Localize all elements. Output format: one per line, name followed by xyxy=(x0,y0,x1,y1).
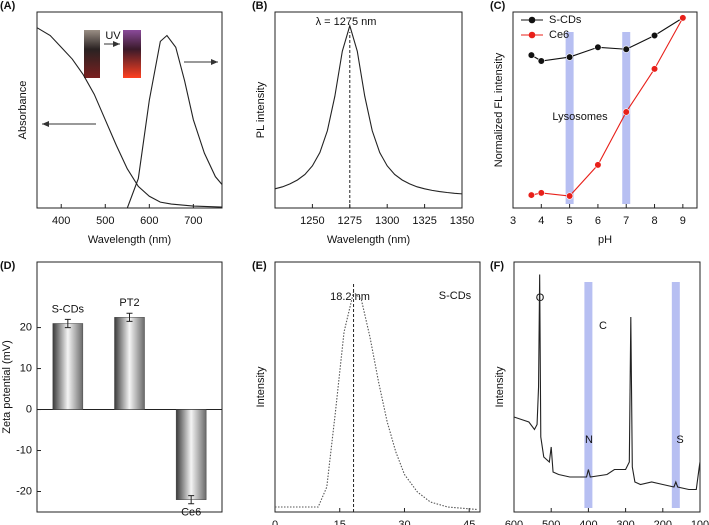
highlight-band xyxy=(622,32,631,204)
bar-label: PT2 xyxy=(119,297,139,309)
y-tick-label: 0 xyxy=(26,403,32,415)
x-tick-label: 400 xyxy=(52,215,70,227)
panel-label: (A) xyxy=(0,0,16,12)
x-tick-label: 500 xyxy=(96,215,114,227)
x-tick-label: 0 xyxy=(272,519,278,525)
point xyxy=(527,191,536,199)
series-line xyxy=(126,34,223,209)
annotation: λ = 1275 nm xyxy=(316,16,377,28)
x-tick-label: 4 xyxy=(538,215,544,227)
x-tick-label: 45 xyxy=(463,519,475,525)
series-line xyxy=(36,27,223,208)
y-axis-label: Absorbance xyxy=(17,81,29,140)
point xyxy=(527,51,536,59)
point xyxy=(594,161,602,169)
bar xyxy=(52,323,84,410)
series-line xyxy=(513,274,701,491)
legend-label: Ce6 xyxy=(549,29,569,41)
x-tick-label: 400 xyxy=(579,519,597,525)
x-tick-label: 200 xyxy=(654,519,672,525)
legend-swatch xyxy=(528,16,536,24)
x-tick-label: 15 xyxy=(334,519,346,525)
legend-label: S-CDs xyxy=(549,14,582,26)
annotation: S-CDs xyxy=(439,290,472,302)
point xyxy=(566,192,574,200)
bar xyxy=(114,317,145,410)
x-tick-label: 6 xyxy=(595,215,601,227)
x-tick-label: 700 xyxy=(184,215,202,227)
x-tick-label: 3 xyxy=(510,215,516,227)
point xyxy=(537,57,545,65)
panel-label: (F) xyxy=(490,260,504,272)
bar xyxy=(175,409,207,500)
x-tick-label: 7 xyxy=(623,215,629,227)
highlight-band xyxy=(584,282,593,508)
annotation: C xyxy=(599,320,607,332)
x-tick-label: 1300 xyxy=(375,215,399,227)
x-tick-label: 300 xyxy=(616,519,634,525)
plot-frame xyxy=(274,11,463,209)
point xyxy=(650,31,659,40)
panel-label: (E) xyxy=(252,260,267,272)
annotation: N xyxy=(585,434,593,446)
vial-image xyxy=(84,30,100,78)
legend-swatch xyxy=(528,31,536,39)
x-tick-label: 5 xyxy=(567,215,573,227)
vial-image xyxy=(123,30,141,78)
point xyxy=(679,14,687,22)
y-axis-label: Intensity xyxy=(255,366,267,407)
plot-frame xyxy=(274,261,481,513)
series-line xyxy=(274,23,463,195)
x-axis-label: pH xyxy=(598,234,612,246)
x-tick-label: 600 xyxy=(140,215,158,227)
point xyxy=(622,108,630,116)
annotation: UV xyxy=(105,30,121,42)
error-bar xyxy=(126,312,133,322)
plot-frame xyxy=(513,261,701,513)
point xyxy=(622,45,630,53)
point xyxy=(566,53,574,61)
x-tick-label: 100 xyxy=(691,519,709,525)
y-tick-label: 10 xyxy=(20,362,32,374)
y-axis-label: Intensity xyxy=(494,366,506,407)
error-bar xyxy=(188,495,195,505)
panel-label: (B) xyxy=(252,0,268,12)
x-tick-label: 30 xyxy=(398,519,410,525)
x-axis-label: Wavelength (nm) xyxy=(88,234,171,246)
x-tick-label: 600 xyxy=(505,519,523,525)
series-line xyxy=(275,290,478,511)
annotation: S xyxy=(676,434,683,446)
y-tick-label: -20 xyxy=(16,485,32,497)
annotation: Lysosomes xyxy=(552,111,608,123)
x-tick-label: 9 xyxy=(680,215,686,227)
plot-frame xyxy=(36,261,223,513)
error-bar xyxy=(64,318,71,329)
x-tick-label: 1250 xyxy=(300,215,324,227)
point xyxy=(650,65,659,73)
point xyxy=(537,189,545,197)
y-axis-label: PL intensity xyxy=(255,81,267,138)
y-axis-label: Normalized FL intensity xyxy=(493,52,505,167)
series-line xyxy=(531,17,684,197)
panel-label: (D) xyxy=(0,260,16,272)
plot-frame xyxy=(36,11,223,209)
panel-label: (C) xyxy=(490,0,506,12)
y-tick-label: -10 xyxy=(16,444,32,456)
y-tick-label: 20 xyxy=(20,321,32,333)
x-axis-label: Wavelength (nm) xyxy=(327,234,410,246)
x-tick-label: 500 xyxy=(542,519,560,525)
x-tick-label: 1325 xyxy=(412,215,436,227)
x-tick-label: 8 xyxy=(651,215,657,227)
bar-label: S-CDs xyxy=(52,303,85,315)
bar-label: Ce6 xyxy=(181,507,201,519)
y-axis-label: Zeta potential (mV) xyxy=(1,340,13,434)
x-tick-label: 1275 xyxy=(338,215,362,227)
highlight-band xyxy=(565,32,574,204)
highlight-band xyxy=(671,282,680,508)
point xyxy=(594,43,602,51)
annotation: 18.2 nm xyxy=(330,291,370,303)
x-tick-label: 1350 xyxy=(450,215,474,227)
plot-frame xyxy=(512,11,698,209)
